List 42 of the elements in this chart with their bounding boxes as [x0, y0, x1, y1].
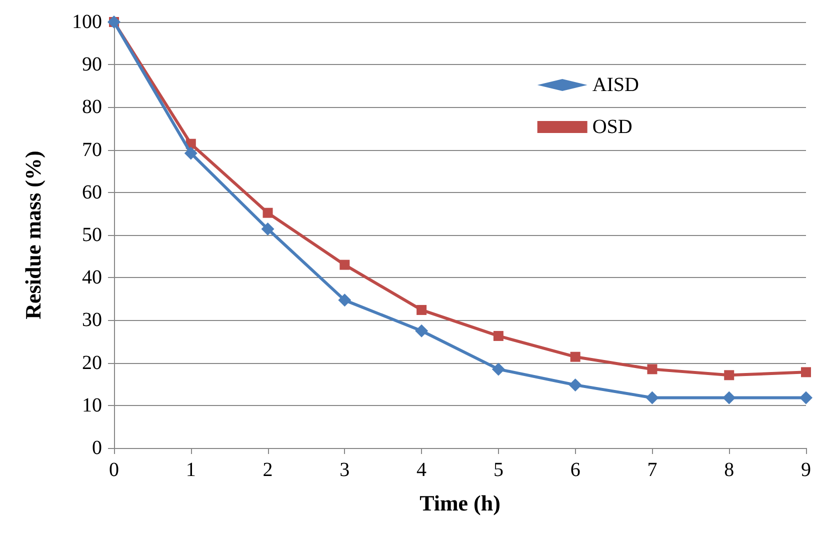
y-tick-label: 30 [82, 309, 102, 332]
point [493, 330, 504, 341]
y-tick-label: 80 [82, 96, 102, 118]
y-tick-label: 40 [82, 266, 102, 289]
y-axis-title: Residue mass (%) [20, 150, 46, 320]
point [647, 364, 658, 374]
y-tick-label: 70 [82, 138, 102, 161]
point [724, 370, 734, 380]
point [570, 352, 580, 362]
point [261, 222, 274, 236]
x-tick-label: 6 [570, 459, 580, 481]
point [184, 146, 198, 160]
x-tick-label: 7 [647, 459, 658, 481]
y-tick-label: 20 [82, 352, 102, 374]
point [801, 367, 811, 378]
point [492, 362, 505, 376]
x-tick-label: 9 [801, 459, 811, 481]
point [416, 304, 427, 315]
legend-label: AISD [592, 74, 639, 96]
y-tick-label: 10 [82, 394, 102, 416]
point [340, 260, 350, 270]
x-tick-label: 1 [186, 459, 196, 481]
x-tick-label: 4 [416, 459, 427, 481]
x-axis-title: Time (h) [420, 490, 500, 516]
x-tick-label: 5 [493, 459, 504, 481]
point [415, 324, 428, 338]
y-tick-label: 50 [82, 224, 102, 246]
point [722, 391, 736, 404]
point [338, 294, 352, 307]
point [262, 208, 273, 218]
y-tick-label: 0 [92, 437, 102, 459]
y-tick-label: 90 [82, 54, 102, 76]
x-tick-label: 0 [109, 459, 119, 481]
x-tick-label: 8 [724, 459, 734, 481]
point [568, 378, 582, 392]
y-tick-label: 60 [82, 181, 102, 204]
point [800, 391, 812, 404]
y-tick-label: 100 [72, 11, 102, 33]
point [646, 391, 659, 404]
x-tick-label: 2 [262, 459, 273, 481]
legend-label: OSD [592, 116, 632, 138]
x-tick-label: 3 [340, 459, 350, 481]
